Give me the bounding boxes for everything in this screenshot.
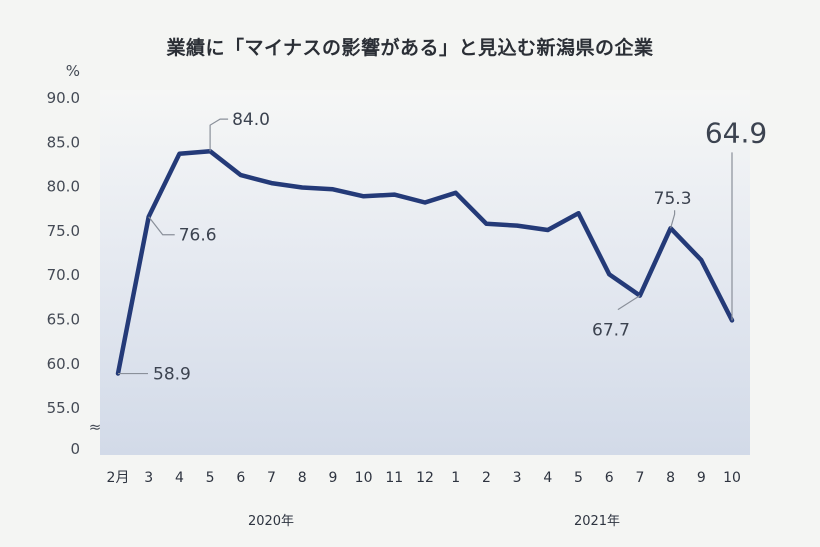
x-tick-label: 4	[175, 470, 184, 486]
data-label: 67.7	[592, 321, 630, 341]
data-point	[300, 185, 304, 190]
data-point	[177, 152, 181, 156]
data-point	[576, 211, 581, 215]
data-label: 64.9	[705, 116, 767, 149]
year-label-2021: 2021年	[574, 514, 620, 529]
y-tick-label: 60.0	[47, 355, 80, 373]
annotation-leader	[209, 118, 229, 152]
x-tick-label: 9	[328, 470, 337, 486]
x-tick-label: 9	[697, 470, 706, 486]
y-tick-label: 0	[70, 440, 80, 458]
data-point	[331, 187, 335, 191]
x-tick-label: 7	[635, 470, 644, 486]
x-tick-label: 7	[267, 470, 276, 486]
y-tick-label: 90.0	[47, 89, 80, 107]
y-tick-label: 85.0	[47, 133, 80, 151]
x-tick-label: 12	[416, 470, 434, 486]
data-point	[392, 192, 396, 197]
data-label: 76.6	[179, 226, 217, 246]
annotation-leader	[148, 216, 175, 236]
x-tick-label: 4	[543, 470, 552, 486]
x-tick-label: 11	[385, 470, 403, 486]
data-point	[239, 173, 243, 177]
annotation-leader	[670, 210, 676, 229]
x-tick-label: 5	[574, 470, 583, 486]
chart-title: 業績に「マイナスの影響がある」と見込む新潟県の企業	[166, 37, 654, 59]
data-label: 75.3	[654, 189, 692, 209]
data-label: 58.9	[153, 365, 191, 385]
x-tick-label: 10	[355, 470, 373, 486]
x-tick-label: 10	[723, 470, 741, 486]
x-tick-label: 2月	[107, 470, 130, 486]
x-tick-label: 2	[482, 470, 491, 486]
y-tick-label: 80.0	[47, 178, 80, 196]
x-tick-label: 1	[451, 470, 460, 486]
y-tick-label: 70.0	[47, 266, 80, 284]
data-point	[699, 258, 703, 262]
x-tick-label: 6	[236, 470, 245, 486]
y-tick-label: 75.0	[47, 222, 80, 240]
data-point	[269, 181, 274, 185]
annotation-leader	[617, 295, 641, 311]
data-point	[423, 200, 427, 205]
year-label-2020: 2020年	[248, 514, 294, 529]
y-tick-label: 65.0	[47, 311, 80, 329]
x-tick-label: 3	[144, 470, 153, 486]
x-tick-label: 6	[605, 470, 614, 486]
data-point	[607, 272, 611, 276]
data-point	[362, 194, 366, 198]
data-point	[484, 222, 488, 226]
x-tick-label: 8	[298, 470, 307, 486]
data-point	[546, 228, 550, 232]
x-tick-label: 8	[666, 470, 675, 486]
axis-break-mark: ≈	[89, 418, 102, 436]
data-point	[454, 191, 458, 195]
data-label: 84.0	[232, 110, 270, 130]
y-unit-label: %	[66, 62, 80, 80]
x-tick-label: 5	[206, 470, 215, 486]
y-tick-label: 55.0	[47, 399, 80, 417]
data-point	[515, 223, 519, 228]
x-tick-label: 3	[513, 470, 522, 486]
